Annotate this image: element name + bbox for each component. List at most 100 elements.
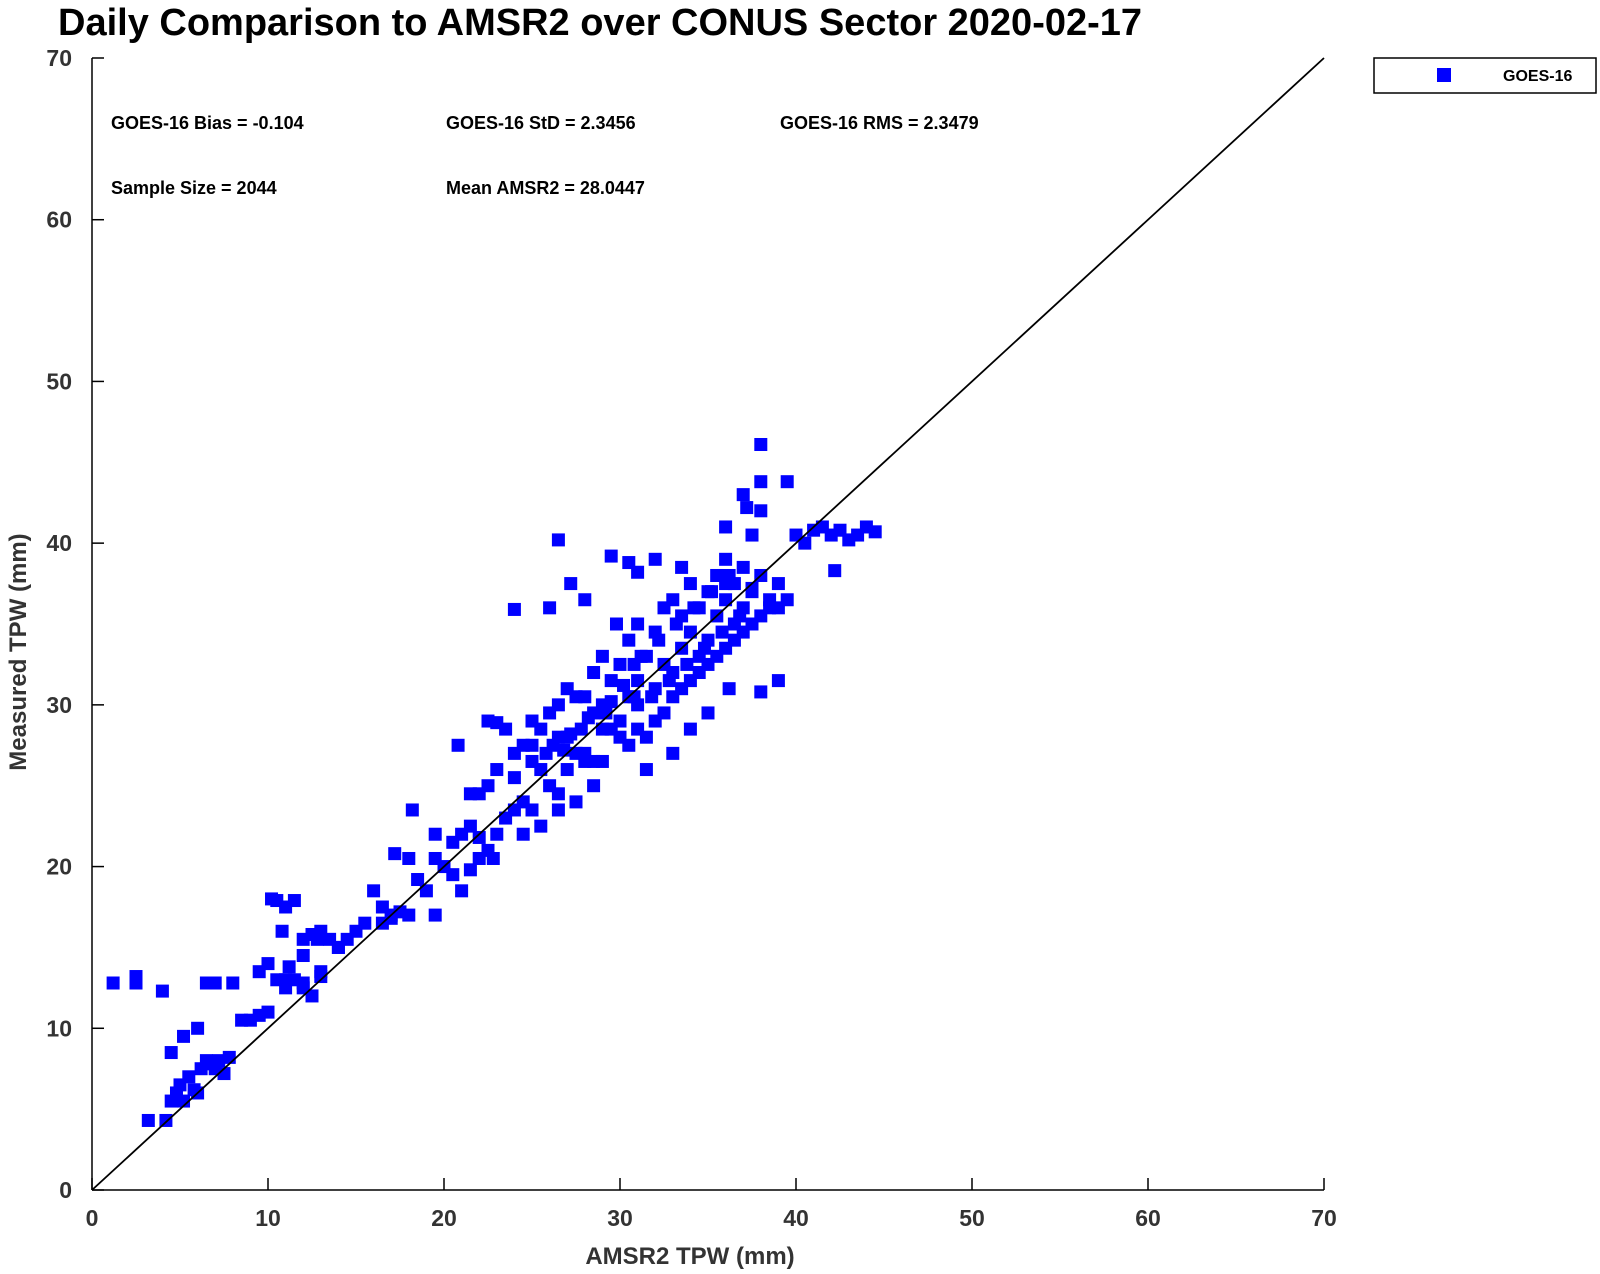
data-point <box>745 581 759 595</box>
data-point <box>507 771 521 785</box>
data-point <box>719 593 733 607</box>
data-point <box>287 894 301 908</box>
y-tick-label: 60 <box>46 207 72 233</box>
data-point <box>481 714 495 728</box>
data-point <box>634 649 648 663</box>
data-point <box>569 795 583 809</box>
data-point <box>798 536 812 550</box>
y-axis-label: Measured TPW (mm) <box>5 533 32 770</box>
data-point <box>604 549 618 563</box>
data-point <box>455 884 469 898</box>
data-point <box>411 873 425 887</box>
data-point <box>282 960 296 974</box>
y-tick-label: 0 <box>59 1177 72 1203</box>
data-point <box>780 475 794 489</box>
data-point <box>595 649 609 663</box>
data-point <box>525 738 539 752</box>
data-point <box>534 819 548 833</box>
data-point <box>217 1067 231 1081</box>
reference-line-group <box>91 57 1325 1191</box>
data-point <box>662 674 676 688</box>
data-point <box>666 593 680 607</box>
data-point <box>534 763 548 777</box>
points-group <box>106 437 882 1127</box>
data-point <box>719 552 733 566</box>
data-point <box>543 601 557 615</box>
data-point <box>587 779 601 793</box>
data-point <box>557 743 571 757</box>
data-point <box>631 674 645 688</box>
data-point <box>780 593 794 607</box>
data-point <box>771 577 785 591</box>
data-point <box>680 657 694 671</box>
y-tick-label: 20 <box>46 854 72 880</box>
data-point <box>648 552 662 566</box>
data-point <box>481 779 495 793</box>
bias-annotation: GOES-16 Bias = -0.104 <box>111 113 304 133</box>
data-point <box>164 1046 178 1060</box>
data-point <box>599 706 613 720</box>
x-tick-label: 30 <box>607 1205 633 1231</box>
one-to-one-line <box>91 57 1325 1191</box>
data-point <box>697 641 711 655</box>
y-tick-label: 40 <box>46 530 72 556</box>
data-point <box>595 754 609 768</box>
data-point <box>578 593 592 607</box>
data-point <box>719 520 733 534</box>
data-point <box>627 690 641 704</box>
data-point <box>451 738 465 752</box>
data-point <box>754 685 768 699</box>
data-point <box>539 746 553 760</box>
data-point <box>675 560 689 574</box>
mean-annotation: Mean AMSR2 = 28.0447 <box>446 178 645 198</box>
data-point <box>222 1050 236 1064</box>
data-point <box>736 488 750 502</box>
data-point <box>182 1070 196 1084</box>
data-point <box>486 851 500 865</box>
data-point <box>405 803 419 817</box>
data-point <box>419 884 433 898</box>
data-point <box>191 1021 205 1035</box>
data-point <box>715 625 729 639</box>
data-point <box>564 577 578 591</box>
rms-annotation: GOES-16 RMS = 2.3479 <box>780 113 979 133</box>
data-point <box>587 666 601 680</box>
data-point <box>159 1113 173 1127</box>
data-point <box>551 533 565 547</box>
data-point <box>754 504 768 518</box>
data-point <box>609 617 623 631</box>
data-point <box>490 763 504 777</box>
sample-size-annotation: Sample Size = 2044 <box>111 178 277 198</box>
data-point <box>701 706 715 720</box>
data-point <box>733 609 747 623</box>
x-tick-label: 50 <box>959 1205 985 1231</box>
data-point <box>212 1054 226 1068</box>
x-axis-label: AMSR2 TPW (mm) <box>585 1243 794 1270</box>
data-point <box>710 568 724 582</box>
data-point <box>613 714 627 728</box>
data-point <box>645 690 659 704</box>
data-point <box>604 695 618 709</box>
x-tick-label: 0 <box>86 1205 99 1231</box>
data-point <box>578 690 592 704</box>
data-point <box>525 803 539 817</box>
x-ticks: 0 10 20 30 40 50 60 70 <box>86 1178 1337 1231</box>
data-point <box>279 973 293 987</box>
data-point <box>551 787 565 801</box>
x-tick-label: 10 <box>255 1205 281 1231</box>
y-tick-label: 10 <box>46 1015 72 1041</box>
data-point <box>560 682 574 696</box>
data-point <box>472 830 486 844</box>
data-point <box>828 564 842 578</box>
legend-entry-goes16: GOES-16 <box>1503 68 1572 85</box>
data-point <box>669 617 683 631</box>
data-point <box>367 884 381 898</box>
data-point <box>208 976 222 990</box>
data-point <box>868 525 882 539</box>
data-point <box>683 722 697 736</box>
x-tick-label: 40 <box>783 1205 809 1231</box>
chart-title: Daily Comparison to AMSR2 over CONUS Sec… <box>58 2 1143 44</box>
data-point <box>622 633 636 647</box>
data-point <box>402 908 416 922</box>
